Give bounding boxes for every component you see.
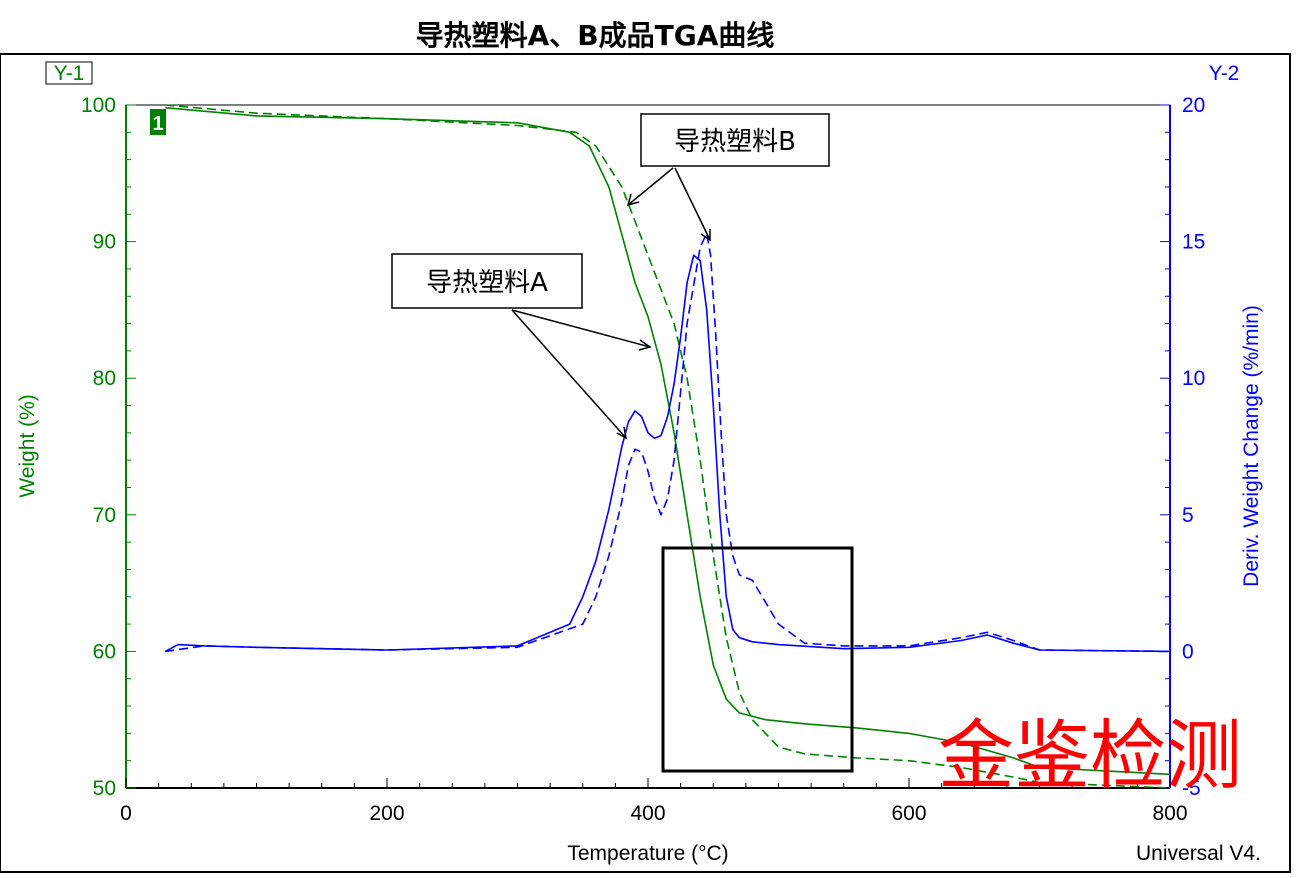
callout-a-box — [391, 253, 583, 309]
y1-tick-label: 90 — [93, 231, 116, 254]
y1-tick-label: 70 — [93, 504, 116, 527]
y1-tick-label: 50 — [93, 777, 116, 800]
arrow-a-weight-head — [638, 339, 652, 351]
y2-axis-title: Deriv. Weight Change (%/min) — [1240, 305, 1263, 587]
y2-tick-label: 20 — [1182, 94, 1205, 117]
callout-b-box — [640, 113, 830, 167]
chart-title: 导热塑料A、B成品TGA曲线 — [415, 19, 775, 52]
y1-tick-label: 100 — [81, 94, 116, 117]
annotation-arrows — [511, 167, 711, 440]
y2-tick-label: 15 — [1182, 231, 1205, 254]
callout-a-label: 导热塑料A — [426, 268, 548, 298]
highlight-box — [661, 546, 854, 773]
x-tick-label: 0 — [120, 802, 132, 825]
plot-area-border — [125, 104, 1171, 789]
callout-b-label: 导热塑料B — [674, 127, 796, 157]
y1-tick-label: 80 — [93, 367, 116, 390]
x-tick-label: 600 — [891, 802, 926, 825]
y2-axis-tag: Y-2 — [1209, 62, 1240, 85]
y2-tick-label: 0 — [1182, 640, 1194, 663]
y2-tick-label: -5 — [1182, 777, 1201, 800]
weight-curve-dashed — [165, 104, 1171, 789]
curve-marker-label: 1 — [152, 113, 163, 135]
deriv-curve-solid — [164, 254, 1171, 653]
x-tick-label: 800 — [1152, 802, 1187, 825]
deriv-curve-dashed — [165, 232, 1171, 653]
arrow-a-weight — [511, 309, 651, 348]
footer-label: Universal V4. — [1136, 842, 1261, 865]
arrow-b-weight-head — [626, 193, 640, 207]
arrow-b-weight — [627, 167, 674, 206]
x-tick-label: 400 — [630, 802, 665, 825]
weight-curve-solid — [165, 106, 1171, 776]
y1-axis-tag: Y-1 — [54, 62, 85, 85]
x-axis-title: Temperature (°C) — [567, 842, 728, 865]
y2-tick-label: 10 — [1182, 367, 1205, 390]
chart-frame — [0, 53, 1291, 873]
x-tick-label: 200 — [369, 802, 404, 825]
y2-tick-label: 5 — [1182, 504, 1194, 527]
arrow-a-deriv-head — [616, 426, 628, 440]
curve-marker-box — [150, 109, 166, 135]
y1-tick-label: 60 — [93, 640, 116, 663]
y1-axis-tag-box — [45, 61, 93, 85]
arrow-b-deriv-head — [700, 229, 711, 242]
watermark: 金鉴检测 — [938, 711, 1242, 800]
y1-axis-title: Weight (%) — [16, 394, 39, 497]
arrow-b-deriv — [674, 167, 711, 241]
arrow-a-deriv — [511, 309, 627, 439]
